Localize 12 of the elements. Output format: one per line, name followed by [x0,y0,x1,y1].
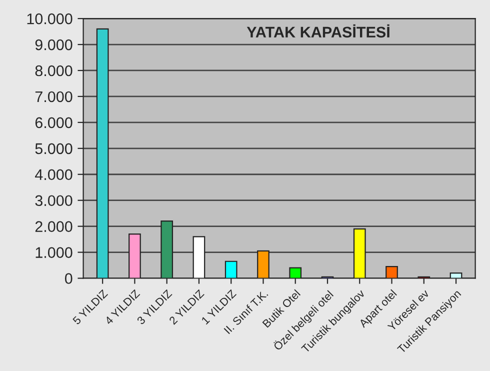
y-tick-label: 0 [64,273,72,284]
y-tick-label: 5.000 [35,143,72,154]
y-tick-label: 10.000 [27,13,72,24]
y-tick-label: 7.000 [35,91,72,102]
y-tick-label: 9.000 [35,39,72,50]
y-tick-label: 8.000 [35,65,72,76]
y-tick-label: 6.000 [35,117,72,128]
y-tick-label: 3.000 [35,195,72,206]
y-tick-label: 2.000 [35,221,72,232]
y-tick-label: 4.000 [35,169,72,180]
chart-title: YATAK KAPASİTESİ [246,24,390,38]
y-tick-label: 1.000 [36,247,72,258]
